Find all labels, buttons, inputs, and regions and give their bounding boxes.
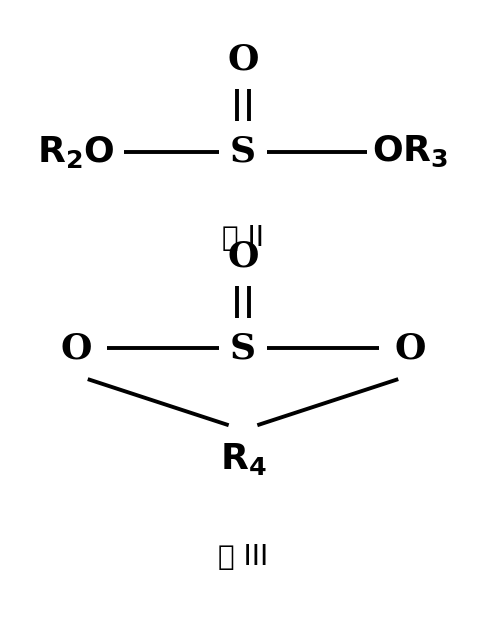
Text: S: S [230,331,256,365]
Text: O: O [60,331,91,365]
Text: 式 II: 式 II [222,224,264,252]
Text: O: O [395,331,426,365]
Text: S: S [230,135,256,169]
Text: O: O [227,239,259,273]
Text: O: O [227,42,259,77]
Text: $\mathbf{R_2O}$: $\mathbf{R_2O}$ [37,134,115,169]
Text: 式 III: 式 III [218,543,268,571]
Text: $\mathbf{OR_3}$: $\mathbf{OR_3}$ [372,134,449,169]
Text: $\mathbf{R_4}$: $\mathbf{R_4}$ [220,441,266,477]
